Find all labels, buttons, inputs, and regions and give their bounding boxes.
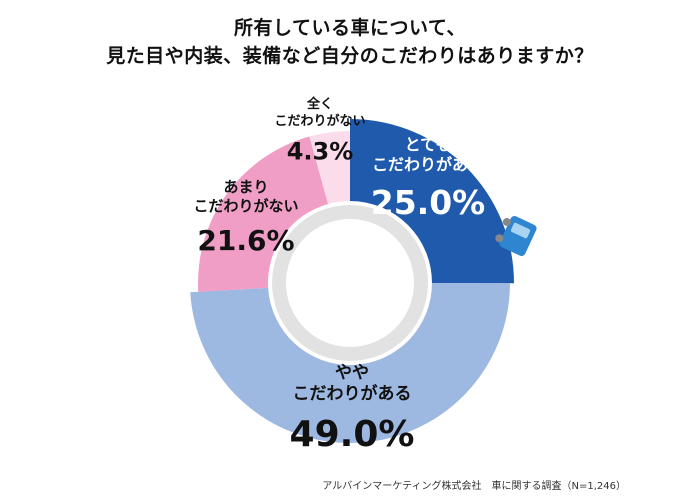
car-icon (495, 215, 537, 257)
chart-title-line-1: 所有している車について、 (234, 17, 466, 39)
donut-hole (286, 219, 414, 347)
slice-label-2-line-0: あまり (223, 178, 268, 196)
slice-value-0: 25.0% (371, 183, 486, 222)
slice-0 (350, 119, 514, 284)
slices (190, 119, 514, 444)
slice-value-3: 4.3% (287, 137, 354, 165)
chart-title-line-2: 見た目や内装、装備など自分のこだわりはありますか？ (106, 45, 594, 67)
source-footnote: アルバインマーケティング株式会社 車に関する調査（N=1,246） (322, 481, 626, 492)
slice-3 (309, 131, 350, 204)
slice-1 (190, 283, 510, 444)
slice-label-0-line-1: こだわりがある (372, 155, 484, 174)
slice-value-2: 21.6% (197, 224, 294, 257)
slice-label-3-line-0: 全く (306, 96, 333, 112)
slice-label-1-line-0: やや (335, 363, 369, 383)
chart-title: 所有している車について、 見た目や内装、装備など自分のこだわりはありますか？ (0, 14, 700, 70)
slice-label-3-line-1: こだわりがない (274, 113, 365, 129)
slice-2 (198, 136, 329, 292)
slice-label-2-line-1: こだわりがない (193, 197, 298, 215)
slice-value-1: 49.0% (290, 414, 415, 455)
slice-labels: とてもこだわりがある25.0%ややこだわりがある49.0%あまりこだわりがない2… (193, 96, 485, 455)
slice-label-0-line-0: とても (405, 135, 452, 154)
slice-label-1-line-1: こだわりがある (293, 383, 412, 404)
